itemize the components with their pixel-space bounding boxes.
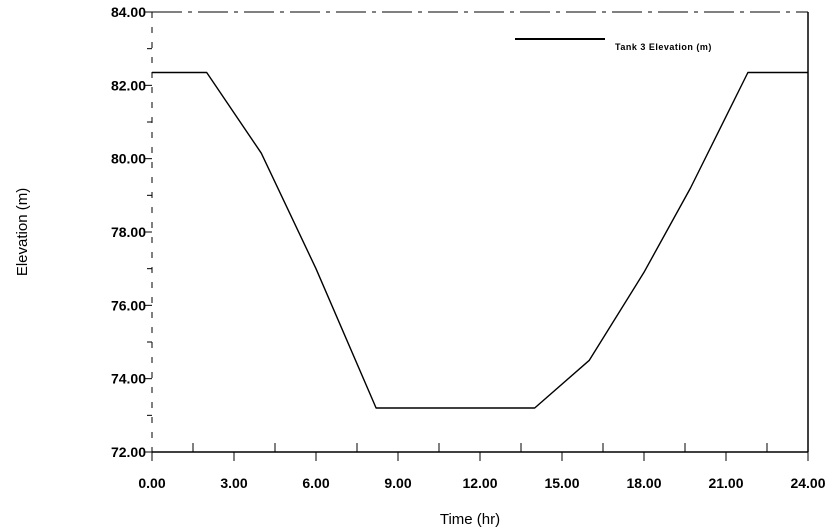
x-axis-ticks: 0.00 3.00 6.00 9.00 12.00 15.00 18.00 21.00 24.0… — [138, 443, 826, 491]
series-line — [152, 71, 808, 409]
x-tick-label: 24.00 — [790, 475, 825, 491]
y-axis-title: Elevation (m) — [14, 188, 31, 276]
x-tick-label: 12.00 — [462, 475, 497, 491]
y-tick-label: 82.00 — [111, 77, 146, 93]
x-tick-label: 6.00 — [302, 475, 329, 491]
x-tick-label: 15.00 — [544, 475, 579, 491]
x-tick-label: 0.00 — [138, 475, 165, 491]
x-tick-label: 18.00 — [626, 475, 661, 491]
legend: Tank 3 Elevation (m) — [515, 38, 712, 52]
plot-frame — [151, 11, 809, 453]
legend-label: Tank 3 Elevation (m) — [615, 42, 712, 52]
y-tick-label: 84.00 — [111, 4, 146, 20]
x-tick-label: 9.00 — [384, 475, 411, 491]
x-tick-label: 3.00 — [220, 475, 247, 491]
x-tick-label: 21.00 — [708, 475, 743, 491]
y-tick-label: 80.00 — [111, 151, 146, 167]
x-axis-title: Time (hr) — [440, 511, 500, 528]
y-tick-label: 76.00 — [111, 297, 146, 313]
series-layer — [152, 71, 808, 409]
y-axis-ticks: 72.00 74.00 76.00 78.00 80.00 82.00 84.00 — [111, 4, 152, 460]
y-tick-label: 74.00 — [111, 371, 146, 387]
y-tick-label: 78.00 — [111, 224, 146, 240]
y-tick-label: 72.00 — [111, 444, 146, 460]
